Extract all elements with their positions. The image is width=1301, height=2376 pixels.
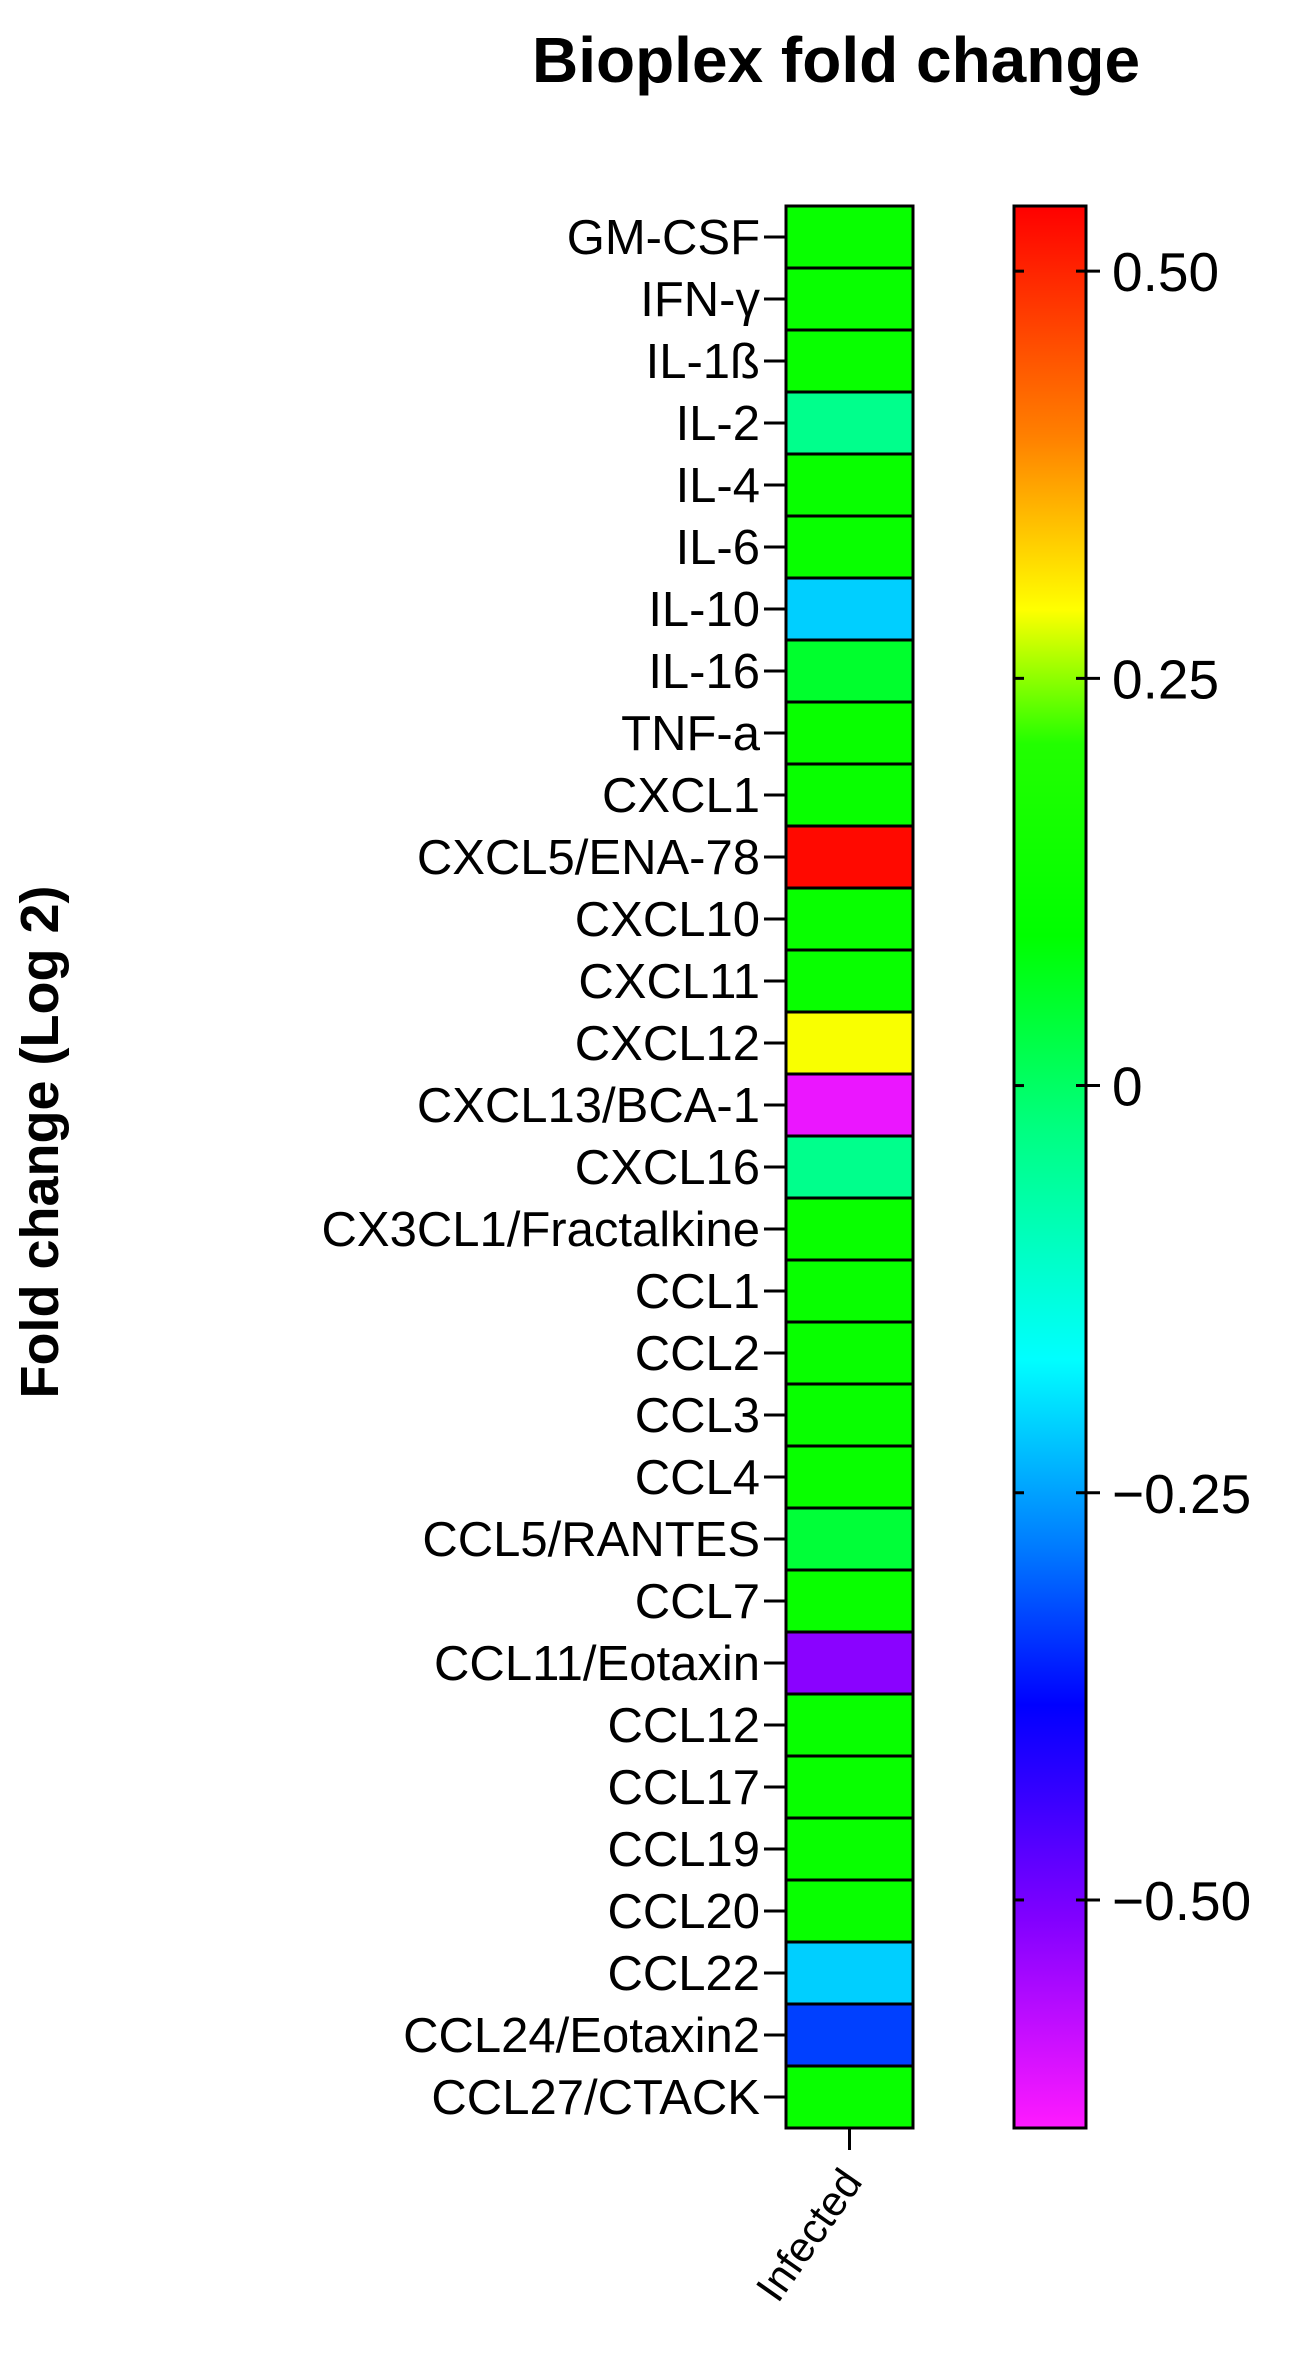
heatmap-cells: [784, 204, 915, 2130]
heatmap-cell: [784, 1320, 915, 1386]
row-label: CXCL1: [602, 769, 760, 823]
row-label: IL-6: [676, 521, 760, 575]
heatmap-cell: [784, 1506, 915, 1572]
row-label: CCL7: [635, 1575, 760, 1629]
heatmap-cell: [784, 2002, 915, 2068]
colorbar-tick-label: 0.50: [1112, 241, 1219, 303]
row-label: CCL17: [607, 1761, 760, 1815]
row-label: IL-10: [648, 583, 760, 637]
row-label: CXCL5/ENA-78: [417, 831, 760, 885]
heatmap-cell: [784, 328, 915, 394]
heatmap-cell: [784, 390, 915, 456]
row-label: IL-2: [676, 397, 760, 451]
heatmap-cell: [784, 1878, 915, 1944]
colorbar-ticks: 0.50 0.25 0 −0.25 −0.50: [1014, 241, 1251, 1932]
row-label: CXCL10: [575, 893, 760, 947]
heatmap-cell: [784, 700, 915, 766]
heatmap-cell: [784, 1630, 915, 1696]
row-label: CCL2: [635, 1327, 760, 1381]
heatmap-cell: [784, 204, 915, 270]
heatmap-cell: [784, 514, 915, 580]
heatmap-cell: [784, 452, 915, 518]
heatmap-cell: [784, 266, 915, 332]
row-label: CXCL11: [578, 955, 760, 1009]
colorbar-tick-label: 0: [1112, 1056, 1143, 1118]
colorbar: [1012, 204, 1088, 2130]
colorbar-tick-label: −0.50: [1112, 1870, 1251, 1932]
row-label: CXCL13/BCA-1: [417, 1079, 760, 1133]
heatmap-cell: [784, 2064, 915, 2130]
colorbar-tick-label: 0.25: [1112, 648, 1219, 710]
row-label: CCL27/CTACK: [431, 2071, 760, 2125]
heatmap-cell: [784, 1134, 915, 1200]
row-label: CX3CL1/Fractalkine: [322, 1203, 760, 1257]
colorbar-tick-label: −0.25: [1112, 1463, 1251, 1525]
y-axis-label: Fold change (Log 2): [10, 886, 70, 1399]
heatmap-cell: [784, 1444, 915, 1510]
heatmap-cell: [784, 1258, 915, 1324]
chart-title: Bioplex fold change: [532, 24, 1140, 96]
heatmap-cell: [784, 1382, 915, 1448]
row-label: CCL11/Eotaxin: [434, 1637, 760, 1691]
row-label: CCL24/Eotaxin2: [403, 2009, 760, 2063]
heatmap-cell: [784, 1196, 915, 1262]
row-label: CCL12: [607, 1699, 760, 1753]
heatmap-cell: [784, 1754, 915, 1820]
row-label: IFN-γ: [640, 273, 760, 327]
row-labels: GM-CSF IFN-γ IL-1ß IL-2 IL-4 IL-6 IL-10 IL-16 TN…: [322, 211, 786, 2125]
row-label: CCL4: [635, 1451, 760, 1505]
row-label: IL-1ß: [646, 335, 760, 389]
heatmap-cell: [784, 1816, 915, 1882]
row-label: IL-16: [648, 645, 760, 699]
heatmap-cell: [784, 886, 915, 952]
heatmap-cell: [784, 824, 915, 890]
heatmap-cell: [784, 576, 915, 642]
row-label: CXCL12: [575, 1017, 760, 1071]
row-label: CCL3: [635, 1389, 760, 1443]
heatmap-cell: [784, 762, 915, 828]
row-label: TNF-a: [621, 707, 761, 761]
heatmap-cell: [784, 1692, 915, 1758]
row-label: CCL20: [607, 1885, 760, 1939]
column-label: Infected: [747, 2160, 871, 2309]
heatmap-cell: [784, 1940, 915, 2006]
column-labels: Infected: [747, 2128, 871, 2310]
row-label: CCL19: [607, 1823, 760, 1877]
row-label: CXCL16: [575, 1141, 760, 1195]
heatmap-cell: [784, 638, 915, 704]
row-label: IL-4: [676, 459, 760, 513]
row-label: CCL5/RANTES: [422, 1513, 760, 1567]
row-label: GM-CSF: [567, 211, 760, 265]
heatmap-cell: [784, 1010, 915, 1076]
heatmap-cell: [784, 1072, 915, 1138]
heatmap-cell: [784, 1568, 915, 1634]
row-label: CCL1: [635, 1265, 760, 1319]
row-label: CCL22: [607, 1947, 760, 2001]
heatmap-cell: [784, 948, 915, 1014]
